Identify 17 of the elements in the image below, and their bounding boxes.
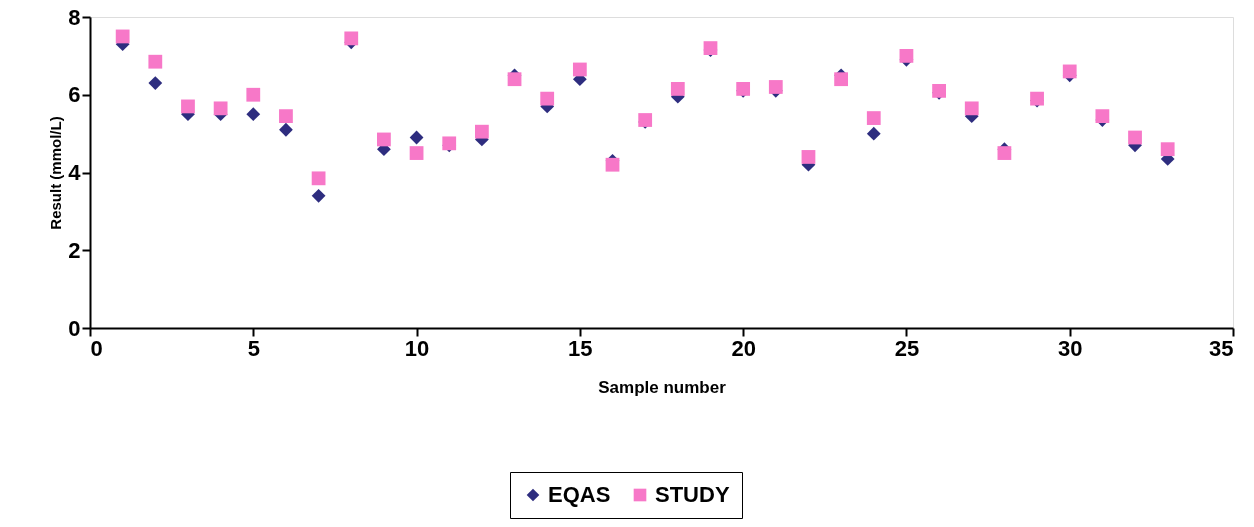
y-tick-label: 4 xyxy=(68,160,82,185)
x-tick-label: 30 xyxy=(1057,335,1083,361)
x-tick-label: 35 xyxy=(1209,335,1234,361)
legend-label: STUDY xyxy=(655,482,730,507)
x-tick-label: 20 xyxy=(731,335,756,361)
x-tick-label: 5 xyxy=(247,335,260,361)
legend-label: EQAS xyxy=(548,482,611,507)
y-tick-label: 2 xyxy=(68,237,81,263)
y-tick-label: 6 xyxy=(68,82,81,108)
x-tick-label: 25 xyxy=(894,335,920,361)
y-tick-label: 8 xyxy=(68,4,81,30)
y-axis-title: Result (mmol/L) xyxy=(47,116,65,230)
x-tick-label: 0 xyxy=(90,335,103,361)
x-tick-label: 10 xyxy=(404,335,430,361)
x-tick-label: 15 xyxy=(568,335,593,361)
x-axis-title: Sample number xyxy=(598,377,727,397)
y-tick-label: 0 xyxy=(68,315,81,341)
